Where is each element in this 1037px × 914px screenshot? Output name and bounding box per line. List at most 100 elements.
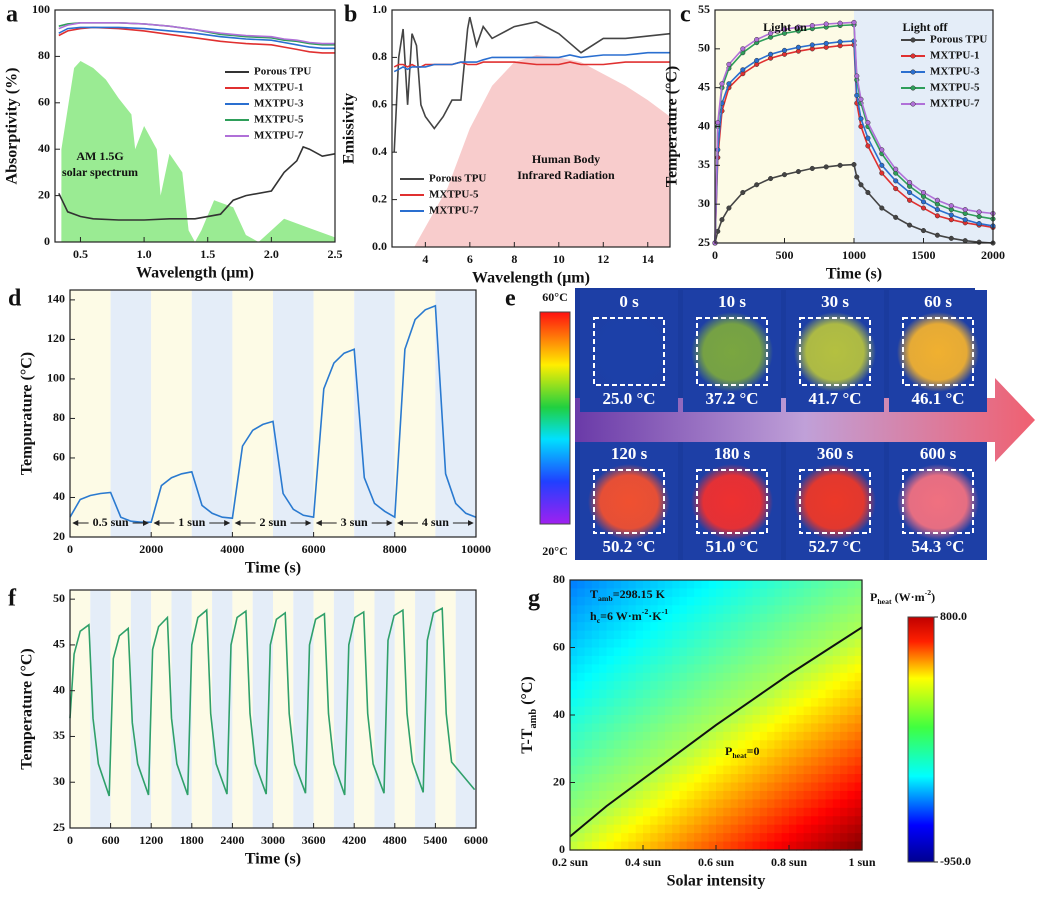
x-tick-label: 1800: [180, 833, 204, 847]
heat-cell: [621, 757, 629, 767]
heat-cell: [752, 588, 761, 598]
heat-cell: [694, 816, 702, 826]
heat-cell: [752, 731, 761, 741]
heat-cell: [810, 664, 819, 674]
heat-cell: [723, 833, 732, 843]
heat-cell: [854, 799, 863, 809]
heat-cell: [577, 841, 586, 851]
legend-label: MXTPU-7: [254, 130, 304, 142]
heat-cell: [672, 622, 681, 632]
heat-cell: [606, 622, 615, 632]
frame-time: 10 s: [718, 292, 746, 311]
heat-cell: [774, 647, 783, 657]
heat-cell: [606, 706, 615, 716]
heat-cell: [664, 689, 673, 699]
series-line: [393, 51, 670, 73]
heat-cell: [628, 731, 637, 741]
heat-cell: [781, 807, 790, 817]
heat-cell: [767, 706, 775, 716]
y-tick-label: 20: [553, 774, 565, 788]
annotation: 1 sun: [178, 515, 205, 529]
heat-cell: [657, 698, 666, 708]
heat-cell: [577, 681, 586, 691]
heat-cell: [803, 748, 812, 758]
heat-cell: [840, 731, 848, 741]
heat-cell: [599, 647, 608, 657]
heat-cell: [716, 807, 724, 817]
colorbar-tick-label: 800.0: [940, 609, 967, 623]
heat-cell: [781, 647, 790, 657]
heat-cell: [613, 672, 622, 682]
heat-cell: [723, 715, 732, 725]
heat-cell: [759, 774, 768, 784]
heat-cell: [759, 596, 768, 606]
heat-cell: [767, 799, 775, 809]
y-tick-label: 40: [53, 489, 65, 503]
shading: [313, 290, 355, 537]
heat-cell: [759, 639, 768, 649]
heat-cell: [650, 799, 659, 809]
heat-cell: [635, 765, 644, 775]
heat-cell: [628, 790, 637, 800]
heat-cell: [679, 596, 688, 606]
point: [934, 213, 940, 219]
colorbar-title-part: ): [931, 590, 935, 604]
x-tick-label: 2000: [981, 248, 1005, 262]
temperature-colorbar: [539, 311, 571, 525]
heat-spot: [897, 464, 979, 540]
heat-cell: [752, 689, 761, 699]
heat-cell: [730, 757, 739, 767]
heat-cell: [599, 833, 608, 843]
heat-cell: [832, 782, 841, 792]
heat-cell: [796, 655, 805, 665]
heat-cell: [810, 613, 819, 623]
heat-cell: [810, 774, 819, 784]
heat-cell: [635, 698, 644, 708]
heat-cell: [635, 681, 644, 691]
heat-cell: [854, 816, 863, 826]
heat-cell: [789, 833, 797, 843]
heat-cell: [672, 655, 681, 665]
heat-cell: [679, 799, 688, 809]
heat-cell: [803, 765, 812, 775]
heat-cell: [796, 596, 805, 606]
heat-cell: [730, 647, 739, 657]
heat-cell: [635, 782, 644, 792]
heat-cell: [701, 605, 710, 615]
heat-cell: [854, 833, 863, 843]
heat-cell: [767, 790, 775, 800]
y-tick-label: 0.0: [372, 239, 387, 253]
frame-time: 180 s: [714, 444, 751, 463]
heat-cell: [737, 613, 746, 623]
heat-cell: [840, 841, 848, 851]
heat-cell: [803, 723, 812, 733]
heat-cell: [628, 816, 637, 826]
heat-cell: [621, 698, 629, 708]
heat-cell: [664, 681, 673, 691]
heat-cell: [570, 841, 578, 851]
heat-cell: [767, 655, 775, 665]
heat-cell: [628, 774, 637, 784]
heat-cell: [854, 588, 863, 598]
x-tick-label: 0: [67, 542, 73, 556]
point: [768, 51, 774, 57]
heat-cell: [657, 689, 666, 699]
heat-cell: [664, 622, 673, 632]
heat-cell: [635, 605, 644, 615]
heat-cell: [643, 841, 651, 851]
heat-cell: [570, 740, 578, 750]
x-tick-label: 1.0: [137, 247, 152, 261]
heat-cell: [759, 664, 768, 674]
heat-cell: [686, 689, 695, 699]
x-tick-label: 0.6 sun: [698, 855, 734, 869]
heat-cell: [606, 790, 615, 800]
colorbar-title-sup: -2: [925, 588, 932, 597]
heat-cell: [591, 740, 600, 750]
heat-cell: [745, 580, 754, 590]
heat-cell: [781, 774, 790, 784]
heat-cell: [745, 630, 754, 640]
heat-cell: [650, 596, 659, 606]
heat-cell: [796, 639, 805, 649]
heat-cell: [657, 647, 666, 657]
